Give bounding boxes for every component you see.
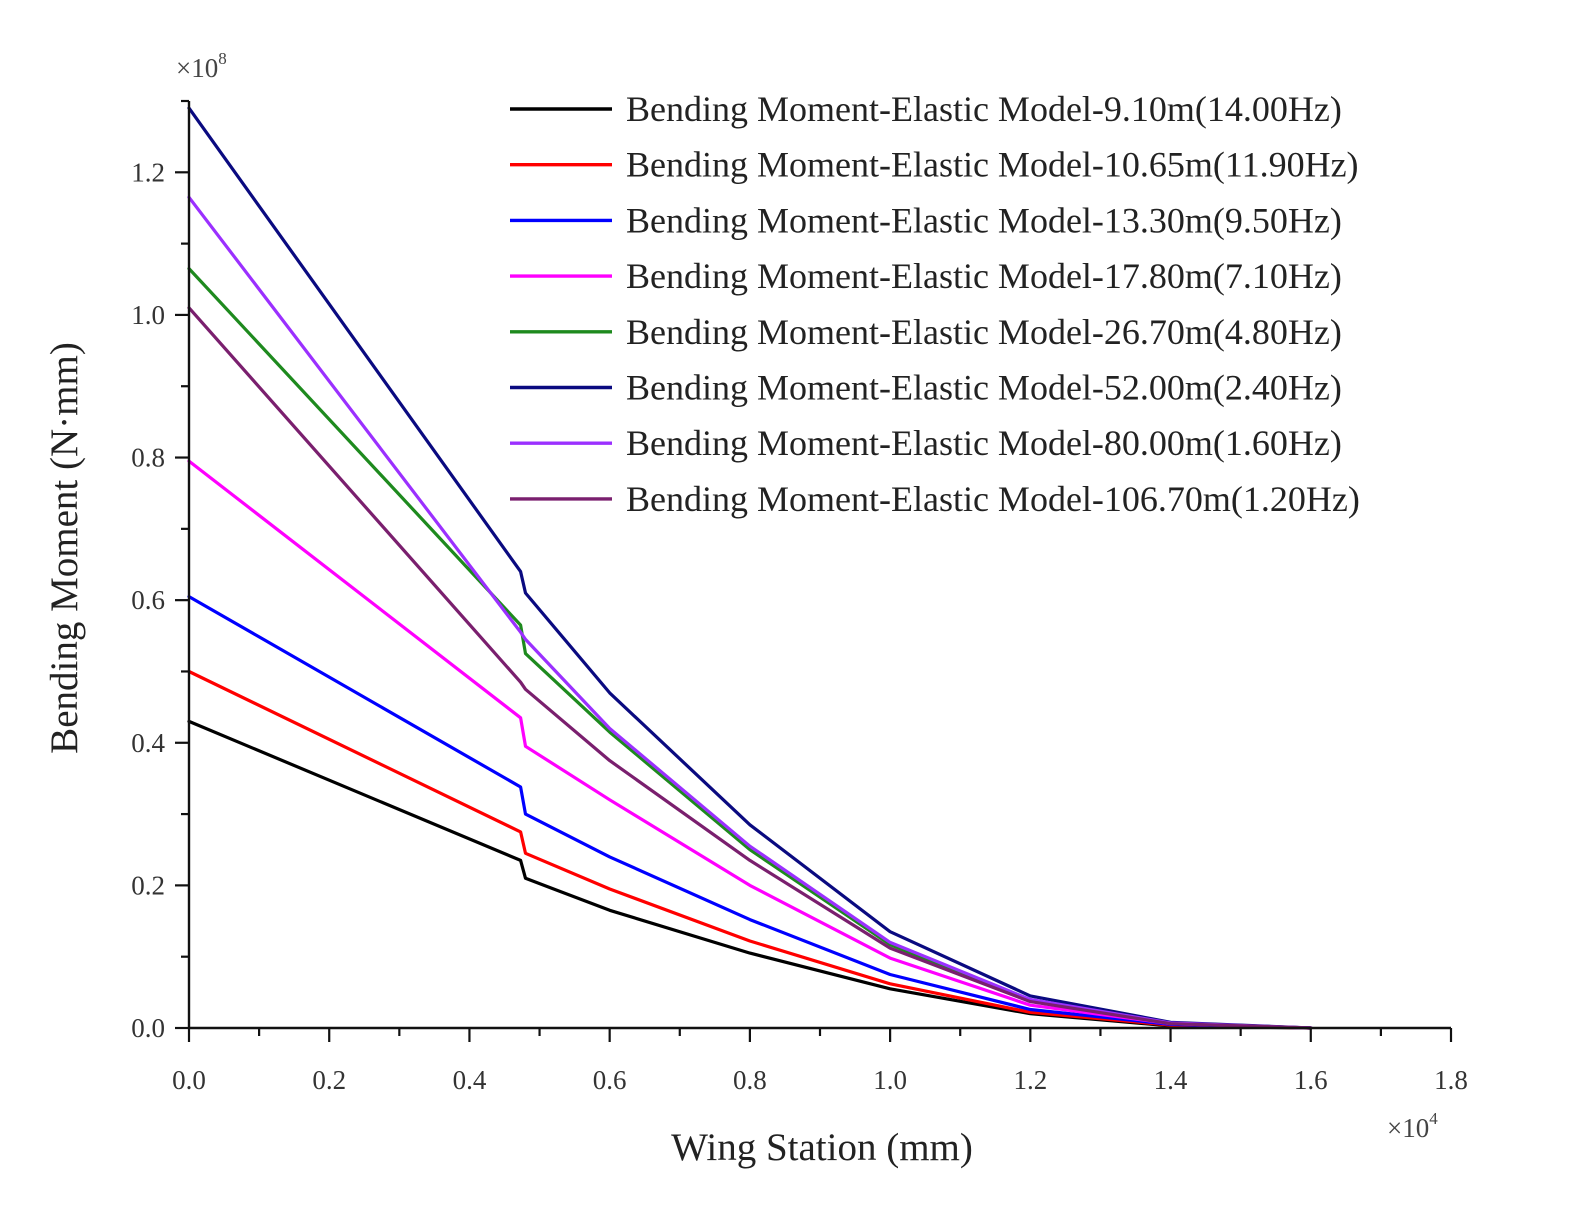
x-axis-multiplier: ×104 (1387, 1109, 1438, 1143)
legend-label: Bending Moment-Elastic Model-9.10m(14.00… (626, 89, 1342, 129)
legend-item: Bending Moment-Elastic Model-80.00m(1.60… (510, 423, 1342, 463)
legend-item: Bending Moment-Elastic Model-10.65m(11.9… (510, 145, 1359, 185)
x-multiplier-exponent: 4 (1429, 1109, 1438, 1128)
series-line-8 (187, 306, 1313, 1030)
y-multiplier-base: ×10 (176, 53, 218, 83)
series-line-6 (187, 106, 1313, 1030)
legend-label: Bending Moment-Elastic Model-106.70m(1.2… (626, 479, 1360, 519)
series-line-3 (187, 595, 1313, 1030)
x-tick-label: 1.0 (873, 1065, 907, 1095)
axes: 0.0 0.2 0.4 0.6 0.8 1.0 1.2 0.0 0.2 0.4 0.6 0.8 1.0 1… (131, 99, 1468, 1095)
x-tick-label: 1.4 (1154, 1065, 1188, 1095)
y-tick-label: 0.0 (131, 1013, 165, 1043)
legend-item: Bending Moment-Elastic Model-26.70m(4.80… (510, 312, 1342, 352)
x-tick-label: 1.8 (1434, 1065, 1468, 1095)
y-axis-multiplier: ×108 (176, 49, 227, 83)
legend-item: Bending Moment-Elastic Model-52.00m(2.40… (510, 368, 1342, 408)
legend-item: Bending Moment-Elastic Model-106.70m(1.2… (510, 479, 1360, 519)
legend-label: Bending Moment-Elastic Model-26.70m(4.80… (626, 312, 1342, 352)
legend-label: Bending Moment-Elastic Model-80.00m(1.60… (626, 423, 1342, 463)
series-line-4 (187, 459, 1313, 1030)
x-tick-label: 1.2 (1013, 1065, 1047, 1095)
y-tick-label: 0.4 (131, 728, 165, 758)
series-line-1 (187, 719, 1313, 1030)
y-multiplier-exponent: 8 (218, 49, 227, 68)
legend-label: Bending Moment-Elastic Model-13.30m(9.50… (626, 200, 1342, 240)
x-tick-label: 0.8 (733, 1065, 767, 1095)
legend-label: Bending Moment-Elastic Model-10.65m(11.9… (626, 145, 1359, 185)
legend: Bending Moment-Elastic Model-9.10m(14.00… (510, 89, 1360, 519)
y-tick-label: 1.2 (131, 157, 165, 187)
y-tick-label: 1.0 (131, 300, 165, 330)
legend-label: Bending Moment-Elastic Model-52.00m(2.40… (626, 368, 1342, 408)
y-tick-label: 0.8 (131, 443, 165, 473)
y-axis-title: Bending Moment (N·mm) (43, 342, 86, 754)
x-axis-title: Wing Station (mm) (671, 1126, 973, 1169)
legend-item: Bending Moment-Elastic Model-13.30m(9.50… (510, 200, 1342, 240)
x-multiplier-base: ×10 (1387, 1113, 1429, 1143)
y-tick-label: 0.6 (131, 585, 165, 615)
x-tick-label: 0.0 (172, 1065, 206, 1095)
x-tick-label: 0.4 (453, 1065, 487, 1095)
x-tick-label: 0.6 (593, 1065, 627, 1095)
x-tick-label: 0.2 (312, 1065, 346, 1095)
legend-item: Bending Moment-Elastic Model-9.10m(14.00… (510, 89, 1342, 129)
y-tick-label: 0.2 (131, 870, 165, 900)
x-tick-label: 1.6 (1294, 1065, 1328, 1095)
legend-label: Bending Moment-Elastic Model-17.80m(7.10… (626, 256, 1342, 296)
legend-item: Bending Moment-Elastic Model-17.80m(7.10… (510, 256, 1342, 296)
plot-lines (187, 106, 1313, 1030)
